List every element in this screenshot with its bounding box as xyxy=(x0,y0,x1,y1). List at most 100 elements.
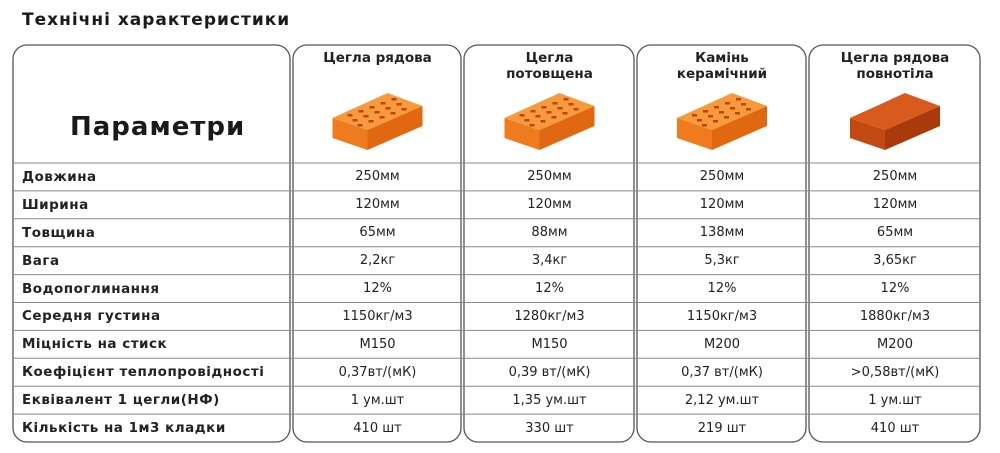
brick-part xyxy=(724,116,729,119)
brick-part xyxy=(850,93,940,130)
brick-part xyxy=(535,115,541,118)
brick-part xyxy=(385,107,391,110)
cell-value: 330 шт xyxy=(525,420,574,436)
row-label: Еквівалент 1 цегли(НФ) xyxy=(22,392,220,409)
brick-part xyxy=(369,106,375,109)
cell-value: 12% xyxy=(880,281,910,297)
brick-part xyxy=(677,118,712,150)
brick-part xyxy=(714,106,719,109)
brick-part xyxy=(380,102,386,105)
cell-value: 3,65кг xyxy=(873,253,917,269)
brick-part xyxy=(702,124,707,127)
brick-part xyxy=(396,103,402,106)
column-header: Цегла потовщена xyxy=(506,50,593,82)
cell-value: 12% xyxy=(535,281,564,297)
column-header: Цегла рядова xyxy=(323,50,432,66)
brick-part xyxy=(712,106,767,150)
cell-value: М200 xyxy=(876,336,914,352)
row-label: Довжина xyxy=(22,168,97,185)
cell-value: 65мм xyxy=(359,225,396,241)
brick-part xyxy=(708,115,713,118)
column-header: Цегла рядова повнотіла xyxy=(840,50,950,82)
brick-part xyxy=(379,116,385,119)
brick-part xyxy=(741,103,746,106)
cell-value: 1150кг/м3 xyxy=(342,308,413,324)
brick-image xyxy=(504,93,595,150)
column-card xyxy=(463,44,635,443)
cell-value: 0,39 вт/(мК) xyxy=(508,364,591,380)
brick-part xyxy=(519,114,525,117)
cell-value: 88мм xyxy=(531,225,568,241)
brick-part xyxy=(719,111,724,114)
brick-part xyxy=(358,110,364,113)
brick-part xyxy=(401,108,407,111)
cell-value: 250мм xyxy=(699,169,745,185)
brick-part xyxy=(703,110,708,113)
cell-value: 1 ум.шт xyxy=(350,392,405,408)
cell-value: М200 xyxy=(703,336,741,352)
brick-part xyxy=(504,118,540,150)
brick-part xyxy=(697,119,702,122)
brick-part xyxy=(368,120,374,123)
row-label: Кількість на 1м3 кладки xyxy=(22,420,226,437)
brick-part xyxy=(374,111,380,114)
brick-part xyxy=(746,108,751,111)
brick-part xyxy=(725,102,730,105)
cell-value: 0,37 вт/(мК) xyxy=(681,364,763,380)
cell-value: 12% xyxy=(363,281,392,297)
cell-value: 219 шт xyxy=(697,420,747,436)
brick-part xyxy=(735,112,740,115)
brick-part xyxy=(363,115,369,118)
brick-part xyxy=(736,98,741,101)
brick-part xyxy=(540,120,546,123)
row-label: Водопоглинання xyxy=(22,280,160,297)
brick-part xyxy=(529,124,535,127)
brick-part xyxy=(568,103,574,106)
column-header: Камінь керамічний xyxy=(676,50,768,82)
brick-part xyxy=(551,116,557,119)
corner-header: Параметри xyxy=(70,112,246,142)
cell-value: 1,35 ум.шт xyxy=(512,392,587,408)
cell-value: 250мм xyxy=(872,169,918,185)
column-card xyxy=(808,44,981,443)
cell-value: 410 шт xyxy=(870,420,920,436)
cell-value: М150 xyxy=(359,336,396,352)
brick-part xyxy=(692,114,697,117)
cell-value: 12% xyxy=(707,281,737,297)
brick-part xyxy=(562,112,568,115)
page-title: Технічні характеристики xyxy=(22,10,291,30)
row-label: Товщина xyxy=(22,224,96,241)
cell-value: 5,3кг xyxy=(704,253,740,269)
cell-value: 0,37вт/(мК) xyxy=(338,364,417,380)
cell-value: 3,4кг xyxy=(531,253,568,269)
brick-part xyxy=(541,106,547,109)
brick-part xyxy=(713,120,718,123)
cell-value: 410 шт xyxy=(353,420,402,436)
cell-value: 1280кг/м3 xyxy=(514,308,585,324)
brick-image xyxy=(677,93,767,150)
row-label: Міцність на стиск xyxy=(22,336,168,353)
brick-part xyxy=(347,114,353,117)
cell-value: 250мм xyxy=(355,169,400,185)
cell-value: 120мм xyxy=(699,197,745,213)
brick-part xyxy=(557,107,563,110)
brick-part xyxy=(552,102,558,105)
cell-value: 120мм xyxy=(872,197,918,213)
brick-part xyxy=(573,108,579,111)
brick-part xyxy=(539,106,595,150)
row-label: Середня густина xyxy=(22,308,161,325)
cell-value: 1150кг/м3 xyxy=(686,308,758,324)
brick-image xyxy=(850,93,940,150)
row-label: Коефіцієнт теплопровідності xyxy=(22,364,265,381)
brick-part xyxy=(524,119,530,122)
cell-value: 2,2кг xyxy=(359,253,396,269)
column-card xyxy=(12,44,291,443)
row-label: Вага xyxy=(22,252,60,269)
cell-value: 2,12 ум.шт xyxy=(684,392,760,408)
cell-value: 138мм xyxy=(699,225,745,241)
brick-part xyxy=(332,118,368,150)
brick-part xyxy=(563,98,569,101)
column-card xyxy=(292,44,462,443)
brick-part xyxy=(367,106,423,150)
column-card xyxy=(636,44,807,443)
